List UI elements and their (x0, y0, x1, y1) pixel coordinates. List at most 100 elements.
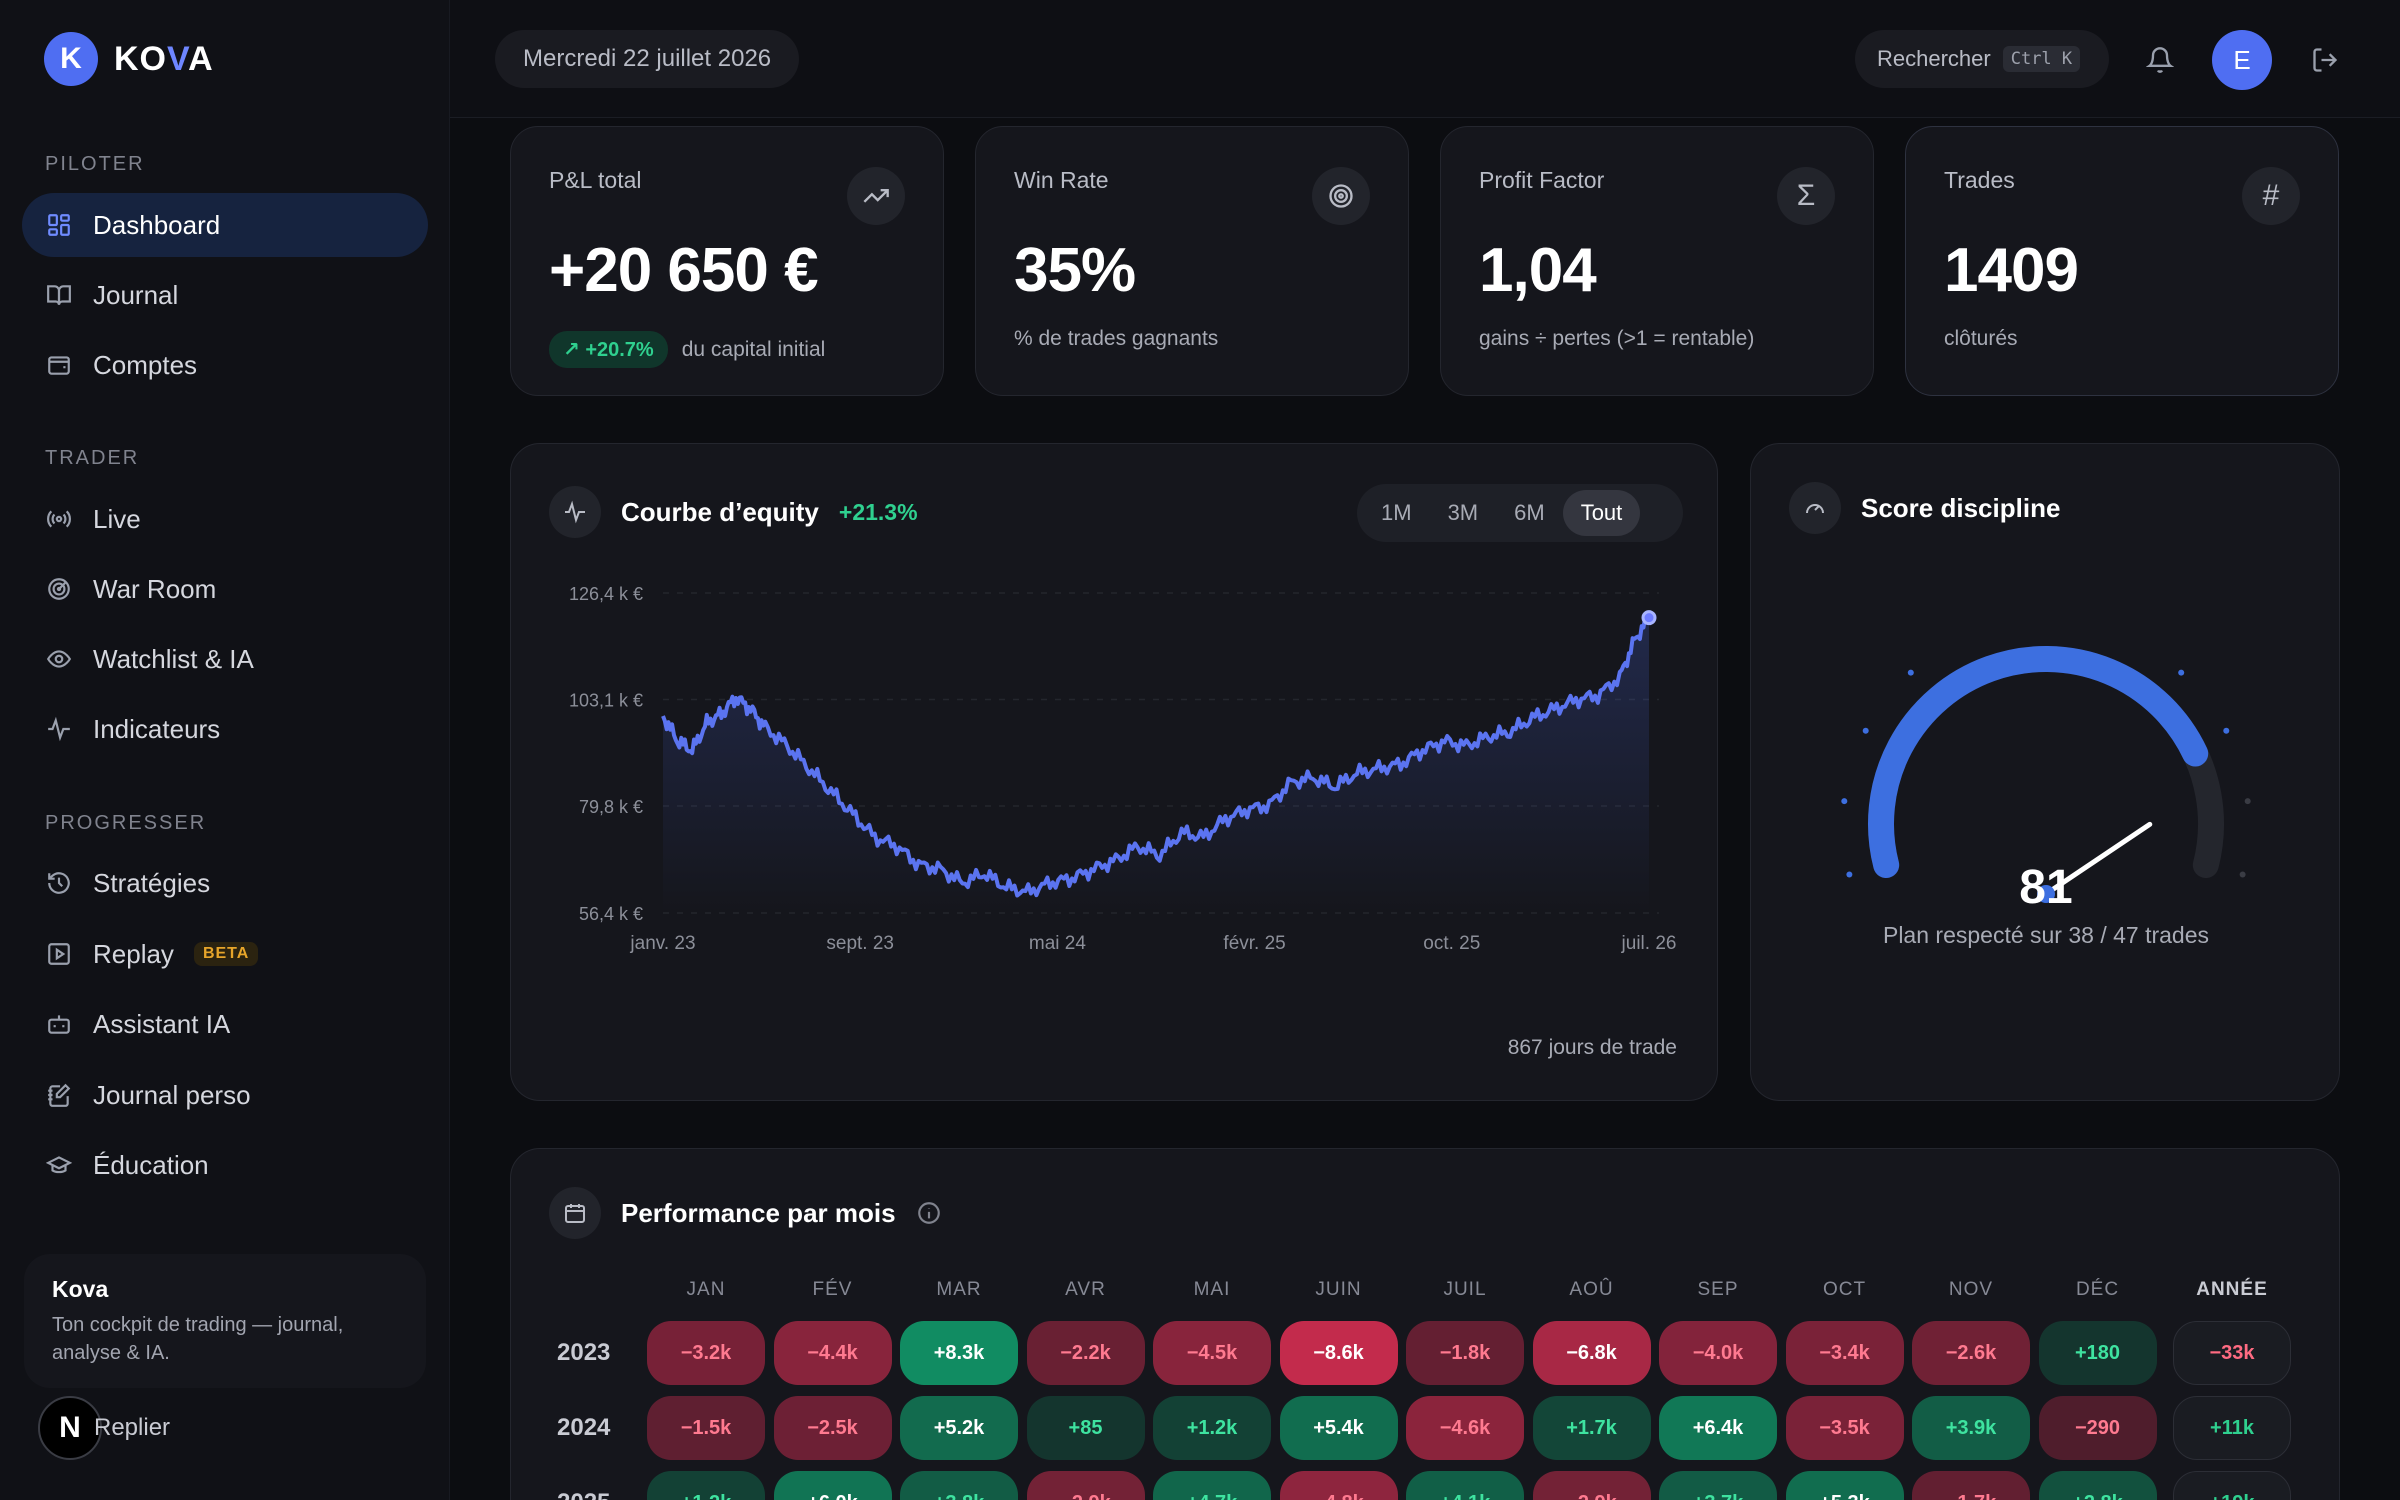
equity-card: Courbe d’equity +21.3% 1M 3M 6M Tout 126… (510, 443, 1718, 1101)
month-header: OCT (1822, 1279, 1867, 1300)
sidebar-item-label: Watchlist & IA (93, 643, 254, 674)
search-button[interactable]: Rechercher Ctrl K (1855, 30, 2109, 88)
bell-icon[interactable] (2140, 40, 2180, 80)
trending-up-icon (847, 167, 905, 225)
kpi-label: Win Rate (1014, 167, 1109, 193)
gauge-tick (2223, 727, 2230, 734)
logout-icon[interactable] (2305, 40, 2345, 80)
kpi-label: Trades (1944, 167, 2015, 193)
month-cell[interactable]: −1.8k (1406, 1321, 1524, 1385)
month-cell[interactable]: +8.3k (900, 1321, 1018, 1385)
sidebar-item-education[interactable]: Éducation (22, 1133, 428, 1197)
month-cell[interactable]: +6.4k (1659, 1396, 1777, 1460)
month-cell[interactable]: +85 (1026, 1396, 1145, 1460)
month-cell[interactable]: −2.6k (1912, 1321, 2030, 1385)
sidebar-item-label: Comptes (93, 349, 198, 380)
gauge-tick (1846, 871, 1853, 878)
month-cell[interactable]: +5.3k (1785, 1471, 1904, 1500)
discipline-score: 81 (2019, 861, 2073, 914)
range-all[interactable]: Tout (1562, 490, 1641, 536)
month-cell[interactable]: +4.1k (1406, 1471, 1524, 1500)
range-6m[interactable]: 6M (1514, 500, 1545, 525)
month-cell[interactable]: −4.8k (1279, 1471, 1398, 1500)
brand-logo[interactable]: K KOVA (44, 32, 214, 86)
month-cell[interactable]: −290 (2038, 1396, 2157, 1460)
month-cell[interactable]: +5.2k (900, 1396, 1018, 1460)
equity-title: Courbe d’equity (621, 496, 819, 527)
sidebar-item-assistant-ia[interactable]: Assistant IA (22, 992, 428, 1056)
month-cell[interactable]: −8.6k (1279, 1321, 1398, 1385)
month-cell[interactable]: +2.8k (2038, 1471, 2157, 1500)
sidebar-item-journal[interactable]: Journal (22, 263, 428, 327)
month-cell[interactable]: −4.0k (1659, 1321, 1777, 1385)
year-total-header: ANNÉE (2196, 1279, 2268, 1300)
month-cell[interactable]: −2.2k (1026, 1321, 1145, 1385)
month-header: FÉV (812, 1279, 853, 1300)
sidebar-item-watchlist[interactable]: Watchlist & IA (22, 627, 428, 691)
performance-title: Performance par mois (621, 1197, 896, 1228)
month-cell[interactable]: −3.5k (1785, 1396, 1904, 1460)
history-icon (45, 869, 73, 897)
search-label: Rechercher (1877, 46, 1991, 71)
month-cell[interactable]: +5.4k (1279, 1396, 1398, 1460)
section-label-progresser: PROGRESSER (45, 812, 207, 834)
sidebar-item-replay[interactable]: Replay BETA (22, 922, 428, 986)
month-cell[interactable]: −3.4k (1785, 1321, 1904, 1385)
sigma-icon: Σ (1777, 167, 1835, 225)
sidebar-item-label: Replay (93, 938, 174, 969)
sidebar-item-indicateurs[interactable]: Indicateurs (22, 697, 428, 761)
month-cell[interactable]: −4.5k (1153, 1321, 1271, 1385)
gauge-tick (1907, 669, 1914, 676)
equity-last-point[interactable] (1641, 610, 1657, 626)
info-icon[interactable] (916, 1200, 942, 1226)
month-cell[interactable]: −2.9k (1532, 1471, 1651, 1500)
kpi-card-winrate: Win Rate 35% % de trades gagnants (975, 126, 1409, 396)
date-pill: Mercredi 22 juillet 2026 (495, 30, 800, 88)
month-cell[interactable]: −4.4k (773, 1321, 892, 1385)
month-cell[interactable]: +4.7k (1153, 1471, 1271, 1500)
equity-header: Courbe d’equity +21.3% (549, 486, 918, 538)
month-cell[interactable]: −1.7k (1912, 1471, 2030, 1500)
month-cell[interactable]: −4.6k (1406, 1396, 1524, 1460)
performance-header: Performance par mois (549, 1187, 942, 1239)
range-1m[interactable]: 1M (1381, 500, 1412, 525)
kpi-card-profit-factor: Profit Factor Σ 1,04 gains ÷ pertes (>1 … (1440, 126, 1874, 396)
sidebar: K KOVA PILOTER Dashboard Journal Comptes… (0, 0, 450, 1500)
month-cell[interactable]: −2.9k (1026, 1471, 1145, 1500)
month-header: MAI (1193, 1279, 1231, 1300)
sidebar-item-dashboard[interactable]: Dashboard (22, 193, 428, 257)
sidebar-item-label: Stratégies (93, 867, 211, 898)
month-cell[interactable]: −6.8k (1532, 1321, 1651, 1385)
section-label-trader: TRADER (45, 447, 140, 469)
sidebar-item-strategies[interactable]: Stratégies (22, 851, 428, 915)
monthly-performance-card: Performance par mois JAN FÉV MAR AVR MAI JUIN… (510, 1148, 2340, 1500)
user-avatar[interactable]: E (2212, 30, 2272, 90)
month-cell[interactable]: +1.2k (647, 1471, 765, 1500)
month-cell[interactable]: +3.9k (1912, 1396, 2030, 1460)
sidebar-item-comptes[interactable]: Comptes (22, 333, 428, 397)
month-cell[interactable]: +3.8k (900, 1471, 1018, 1500)
y-tick-label: 126,4 k € (569, 584, 643, 604)
search-shortcut: Ctrl K (2002, 46, 2081, 72)
collapse-sidebar-button[interactable]: N Replier (38, 1396, 170, 1460)
month-cell[interactable]: −3.2k (647, 1321, 765, 1385)
month-cell[interactable]: +1.2k (1153, 1396, 1271, 1460)
gauge-icon (1789, 482, 1841, 534)
sidebar-item-journal-perso[interactable]: Journal perso (22, 1063, 428, 1127)
month-cell[interactable]: −1.5k (647, 1396, 765, 1460)
month-cell[interactable]: +180 (2038, 1321, 2157, 1385)
n-avatar[interactable]: N (38, 1396, 102, 1460)
kpi-label: Profit Factor (1479, 167, 1605, 193)
range-3m[interactable]: 3M (1447, 500, 1479, 525)
beta-badge: BETA (193, 942, 259, 966)
month-cell[interactable]: −2.5k (773, 1396, 892, 1460)
month-cell[interactable]: +1.7k (1532, 1396, 1651, 1460)
month-cell[interactable]: +6.0k (773, 1471, 892, 1500)
sidebar-item-live[interactable]: Live (22, 487, 428, 551)
equity-area (663, 616, 1649, 913)
sidebar-item-war-room[interactable]: War Room (22, 557, 428, 621)
month-cell[interactable]: +3.7k (1659, 1471, 1777, 1500)
kpi-value: 35% (1014, 236, 1136, 305)
notebook-pen-icon (45, 1081, 73, 1109)
year-label: 2025 (557, 1489, 610, 1500)
